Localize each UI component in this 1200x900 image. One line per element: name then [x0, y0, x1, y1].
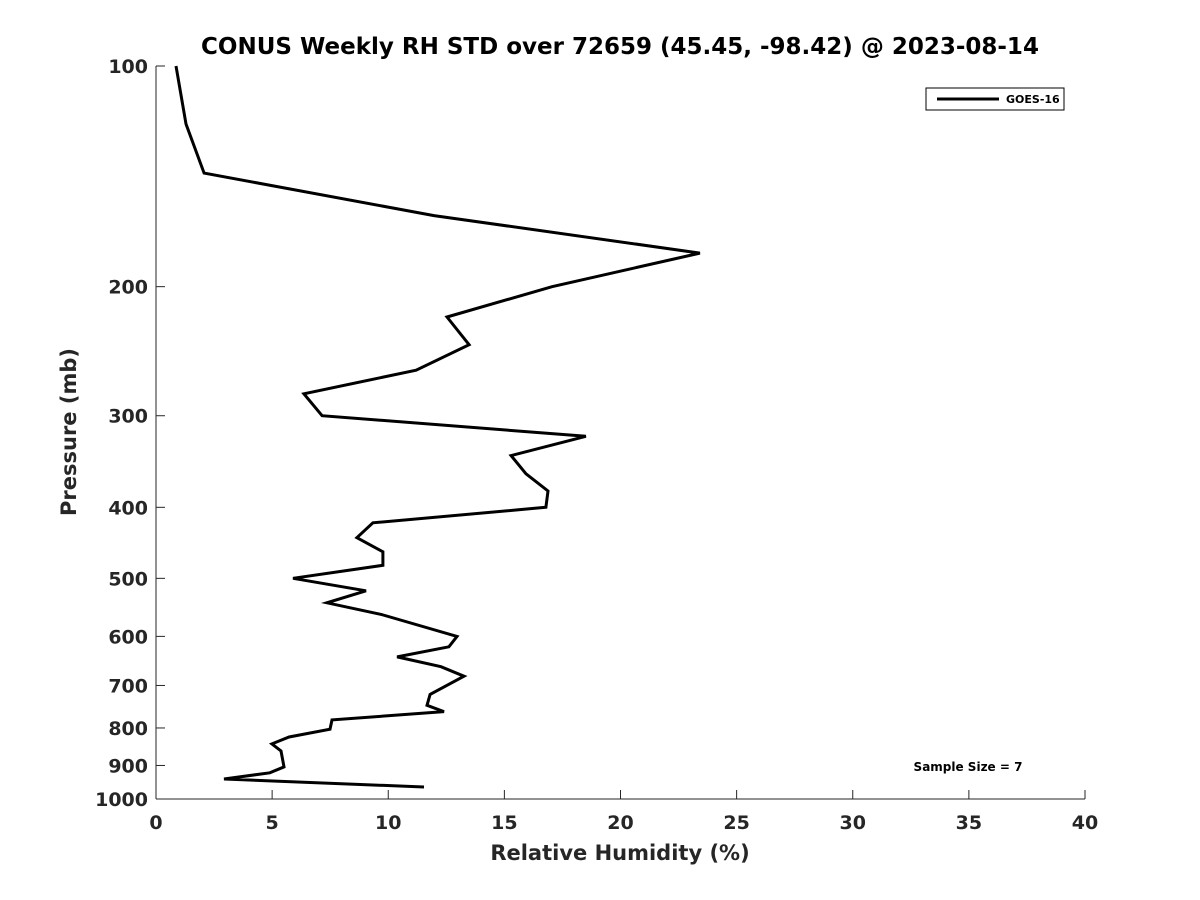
legend-label-goes-16: GOES-16 — [1006, 93, 1060, 106]
x-tick-label: 10 — [375, 812, 401, 834]
x-tick-label: 5 — [266, 812, 279, 834]
x-axis-label: Relative Humidity (%) — [490, 841, 749, 865]
x-tick-label: 35 — [956, 812, 982, 834]
y-tick-label: 400 — [108, 497, 148, 519]
x-tick-label: 30 — [840, 812, 866, 834]
y-tick-label: 900 — [108, 755, 148, 777]
axes: 0 5 10 15 20 25 30 35 40 100 200 300 400 500 600 700 800… — [95, 56, 1098, 834]
plot-area — [174, 65, 701, 789]
y-tick-label: 1000 — [95, 789, 148, 811]
y-tick-label: 800 — [108, 718, 148, 740]
y-tick-label: 200 — [108, 277, 148, 299]
series-line-goes-16 — [174, 65, 701, 789]
y-tick-label: 300 — [108, 406, 148, 428]
x-tick-label: 0 — [149, 812, 162, 834]
x-tick-label: 40 — [1072, 812, 1098, 834]
y-axis-label: Pressure (mb) — [57, 348, 81, 516]
x-tick-label: 20 — [607, 812, 633, 834]
chart-title: CONUS Weekly RH STD over 72659 (45.45, -… — [201, 34, 1039, 60]
y-tick-label: 100 — [108, 56, 148, 78]
x-tick-label: 25 — [723, 812, 749, 834]
x-tick-label: 15 — [491, 812, 517, 834]
legend: GOES-16 — [925, 87, 1065, 111]
y-tick-label: 500 — [108, 568, 148, 590]
y-tick-label: 700 — [108, 675, 148, 697]
sample-size-annotation: Sample Size = 7 — [914, 760, 1023, 774]
y-tick-label: 600 — [108, 626, 148, 648]
